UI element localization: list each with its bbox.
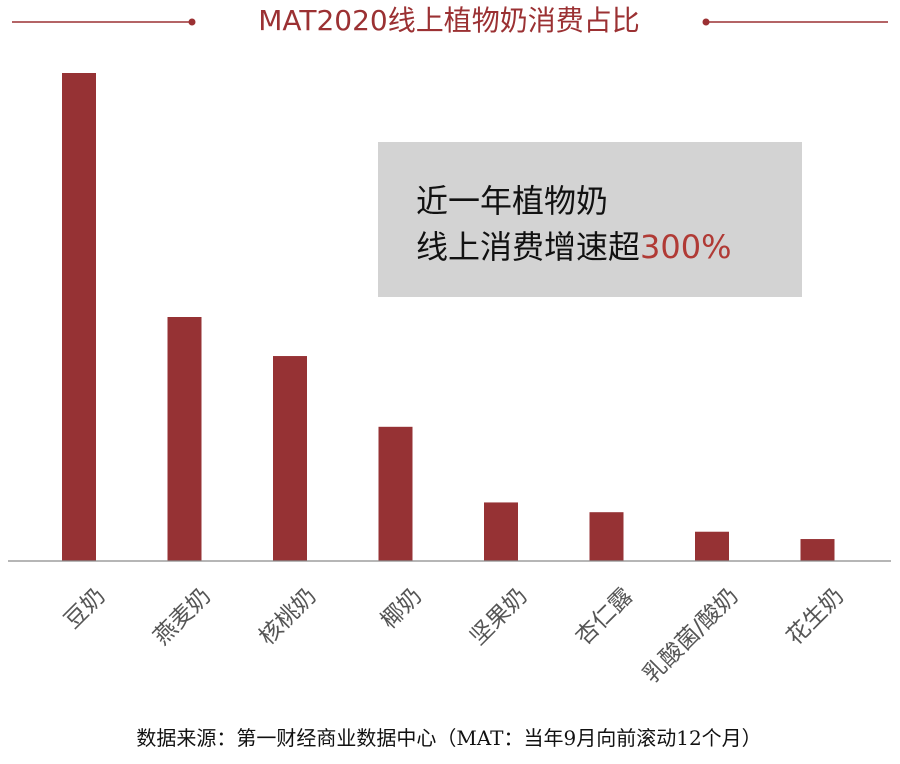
x-tick-label: 坚果奶 (465, 583, 532, 650)
callout-box (378, 142, 802, 297)
x-tick-label: 杏仁露 (571, 583, 638, 650)
x-tick-label: 豆奶 (60, 583, 111, 634)
bar (589, 512, 624, 561)
bar (800, 539, 835, 561)
bar-series (62, 73, 835, 561)
bar (695, 531, 729, 561)
x-tick-label: 核桃奶 (254, 583, 321, 650)
bar (62, 73, 96, 561)
bar (167, 317, 202, 561)
x-tick-label: 椰奶 (376, 583, 427, 634)
x-tick-label: 花生奶 (782, 583, 849, 650)
bar (378, 426, 413, 561)
source-note: 数据来源：第一财经商业数据中心（MAT：当年9月向前滚动12个月） (136, 726, 761, 750)
chart-title: MAT2020线上植物奶消费占比 (258, 4, 640, 37)
callout-line-1: 近一年植物奶 (416, 182, 608, 220)
x-tick-label: 燕麦奶 (149, 583, 216, 650)
x-tick-label: 乳酸菌/酸奶 (638, 583, 743, 688)
callout-highlight: 300% (640, 228, 731, 266)
category-labels: 豆奶 燕麦奶 核桃奶 椰奶 坚果奶 杏仁露 乳酸菌/酸奶 花生奶 (60, 583, 849, 688)
bar (273, 356, 307, 561)
callout-line-2-prefix: 线上消费增速超 (416, 228, 640, 266)
bar (484, 502, 518, 561)
callout-line-2: 线上消费增速超300% (416, 228, 732, 266)
